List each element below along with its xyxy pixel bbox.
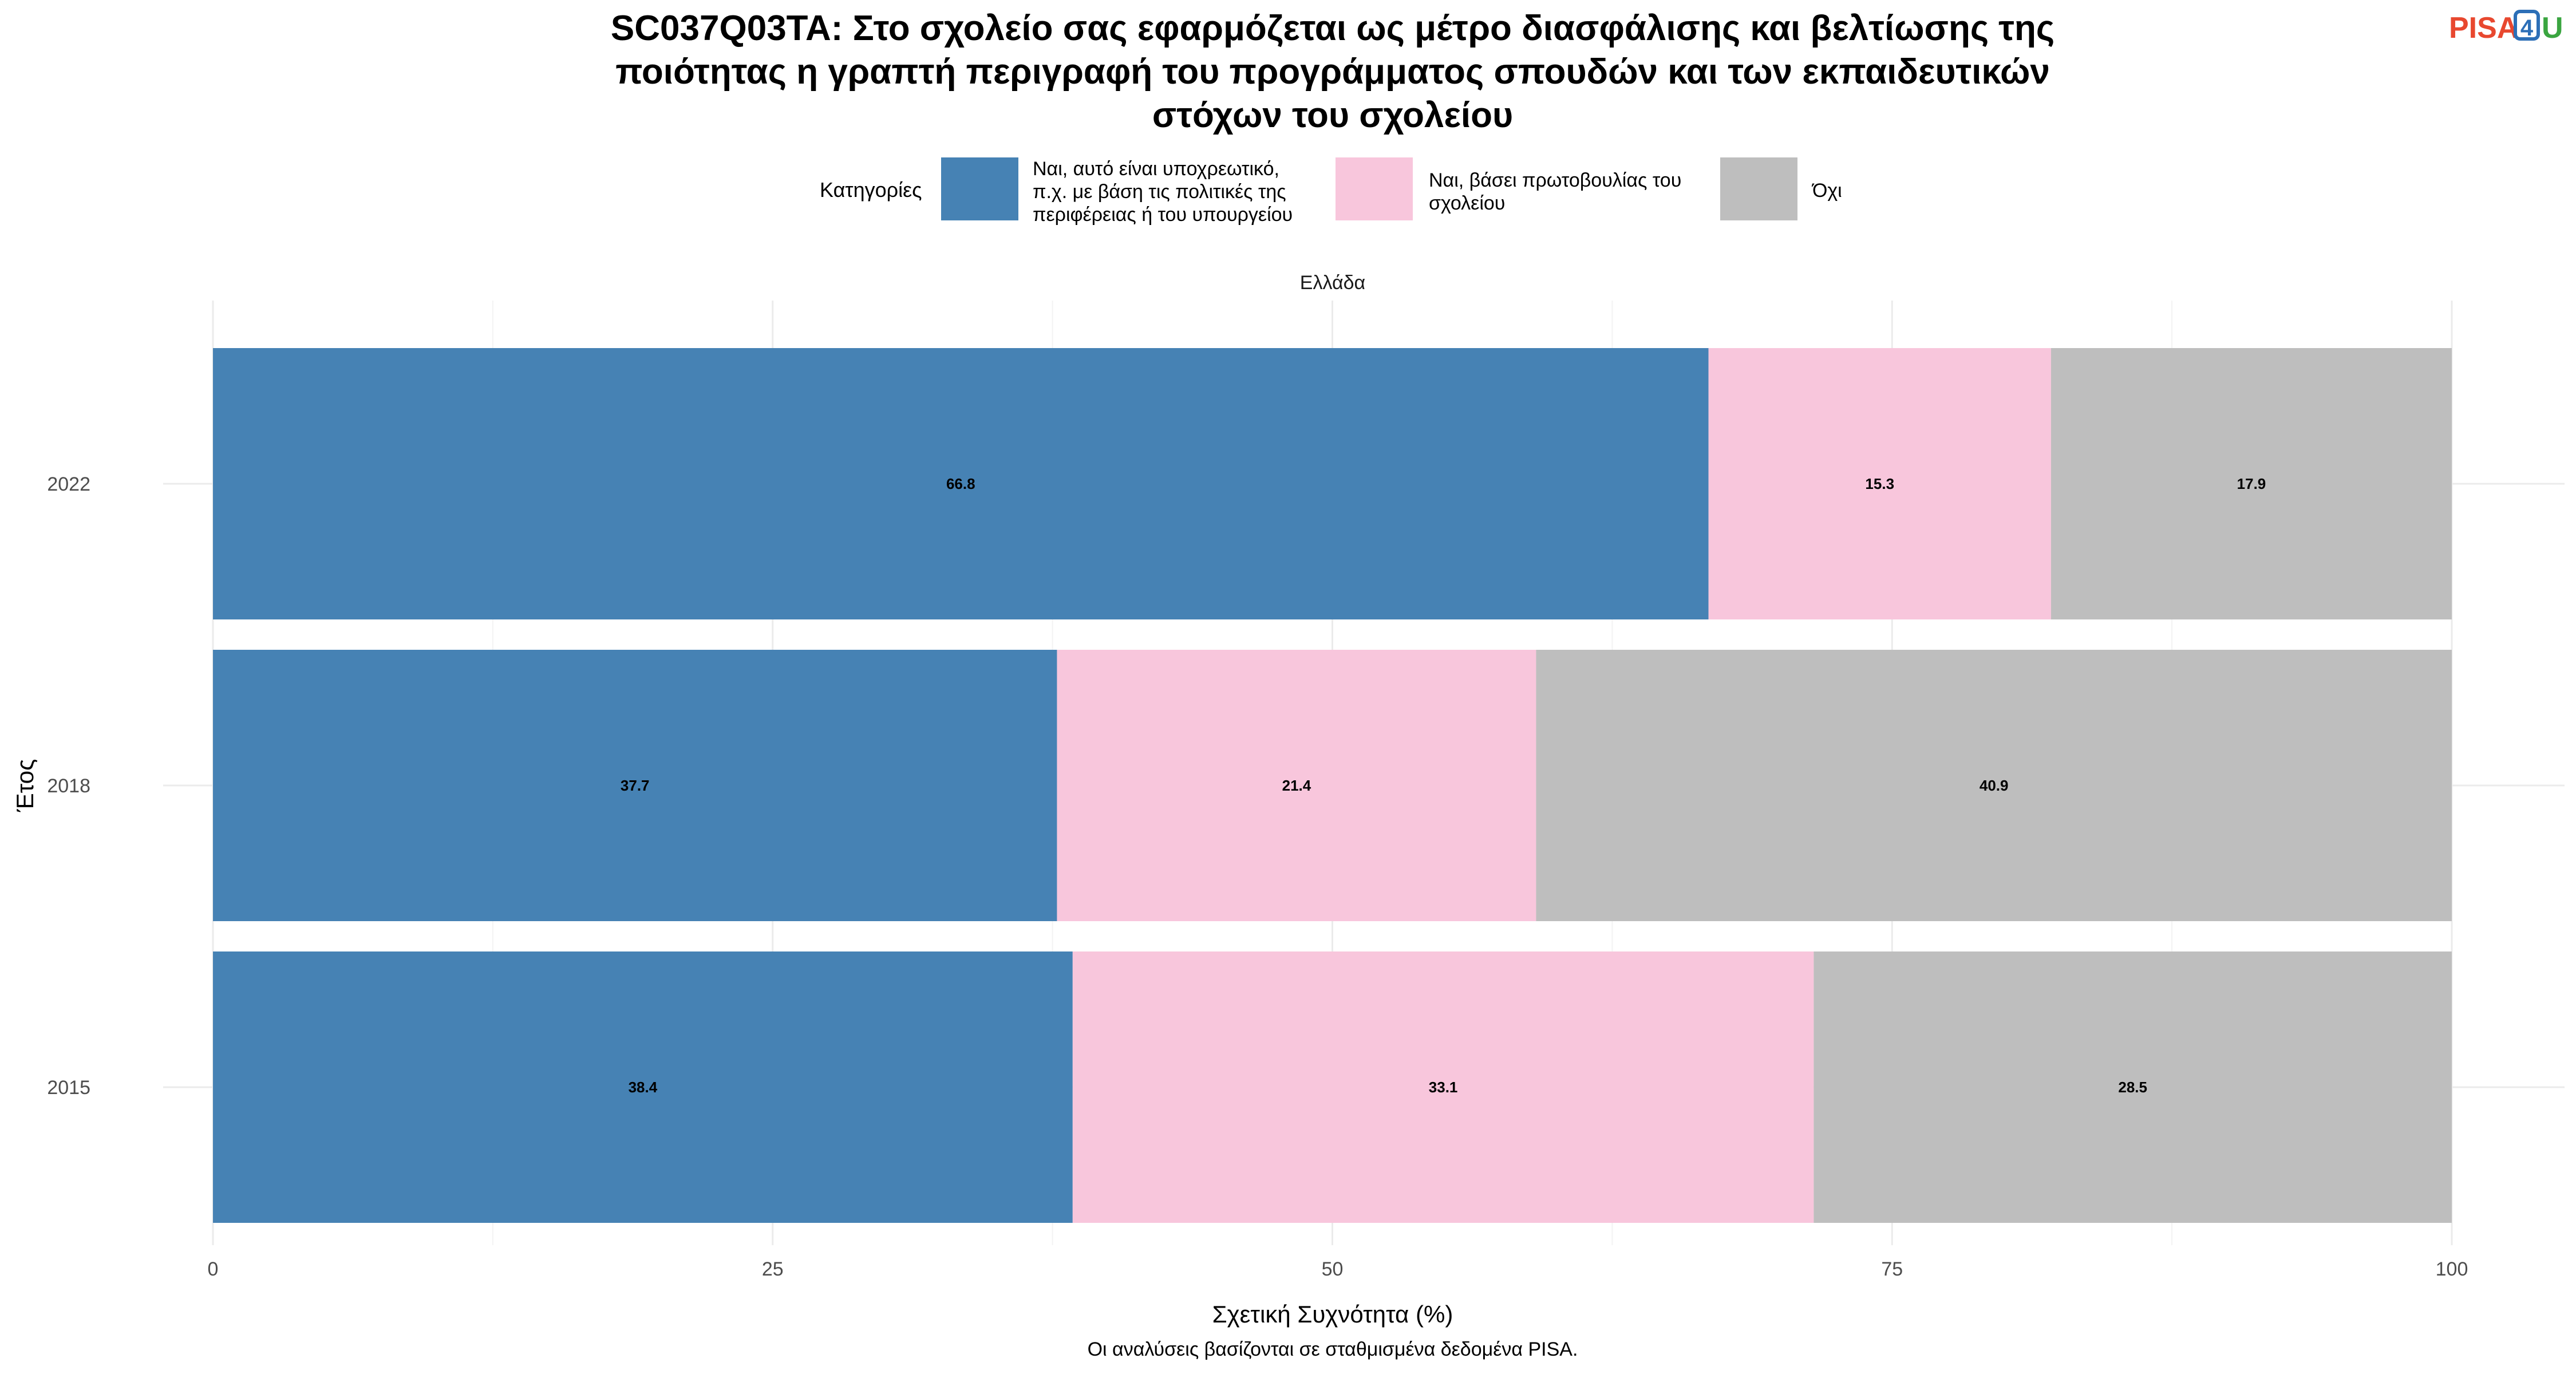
legend-label-no: Όχι (1811, 180, 1842, 202)
y-tick-label-2022: 2022 (47, 473, 90, 495)
chart-title-line-2: ποιότητας η γραπτή περιγραφή του προγράμ… (615, 52, 2050, 92)
legend-title: Κατηγορίες (820, 178, 922, 202)
legend-label-mandatory: Ναι, αυτό είναι υποχρεωτικό, π.χ. με βάσ… (1033, 158, 1293, 226)
logo-text-u: U (2542, 11, 2563, 45)
bar-2018-series-0 (213, 650, 1057, 921)
bar-2018-series-1 (1057, 650, 1536, 921)
x-tick-label-75: 75 (1881, 1258, 1903, 1280)
data-label-2022-series-0: 66.8 (946, 475, 975, 492)
data-label-2018-series-2: 40.9 (1980, 777, 2009, 794)
legend-swatch-school-initiative (1336, 157, 1413, 220)
y-tick-labels: 2022 2018 2015 (47, 473, 90, 1099)
bars (213, 348, 2452, 1223)
data-label-2018-series-0: 37.7 (621, 777, 650, 794)
logo-text-pisa: PISA (2449, 11, 2518, 45)
bar-2015-series-2 (1814, 951, 2452, 1223)
bar-2022-series-0 (213, 348, 1709, 619)
data-labels: 66.8 15.3 17.9 37.7 21.4 40.9 38.4 33.1 28.5 (621, 475, 2266, 1096)
legend-label-school-initiative: Ναι, βάσει πρωτοβουλίας του σχολείου (1429, 169, 1687, 214)
y-tick-label-2018: 2018 (47, 775, 90, 797)
x-tick-label-0: 0 (208, 1258, 219, 1280)
pisa4u-logo: PISA 4 U (2449, 10, 2563, 45)
data-label-2018-series-1: 21.4 (1282, 777, 1311, 794)
bar-2015-series-1 (1072, 951, 1814, 1223)
y-axis-title: Έτος (11, 759, 38, 813)
data-label-2022-series-1: 15.3 (1865, 475, 1894, 492)
x-tick-label-50: 50 (1322, 1258, 1344, 1280)
data-label-2015-series-1: 33.1 (1429, 1079, 1458, 1096)
legend: Κατηγορίες Ναι, αυτό είναι υποχρεωτικό, … (820, 157, 1842, 226)
chart-title-line-3: στόχων του σχολείου (1152, 96, 1513, 135)
bar-2015-series-0 (213, 951, 1073, 1223)
logo-text-4: 4 (2520, 15, 2534, 41)
data-label-2015-series-0: 38.4 (629, 1079, 658, 1096)
bar-2022-series-1 (1708, 348, 2051, 619)
chart-title-line-1: SC037Q03TA: Στο σχολείο σας εφαρμόζεται … (611, 9, 2055, 48)
x-tick-label-25: 25 (762, 1258, 784, 1280)
data-label-2015-series-2: 28.5 (2118, 1079, 2147, 1096)
y-tick-label-2015: 2015 (47, 1077, 90, 1099)
bar-2018-series-2 (1536, 650, 2452, 921)
logo-box (2514, 10, 2540, 41)
bar-2022-series-2 (2050, 348, 2452, 619)
data-label-2022-series-2: 17.9 (2237, 475, 2266, 492)
x-axis-title: Σχετική Συχνότητα (%) (1212, 1301, 1453, 1328)
x-tick-label-100: 100 (2436, 1258, 2468, 1280)
facet-label: Ελλάδα (1300, 272, 1365, 294)
legend-swatch-mandatory (941, 157, 1018, 220)
legend-swatch-no (1720, 157, 1797, 220)
caption: Οι αναλύσεις βασίζονται σε σταθμισμένα δ… (1088, 1339, 1578, 1360)
x-tick-labels: 0 25 50 75 100 (208, 1258, 2468, 1280)
